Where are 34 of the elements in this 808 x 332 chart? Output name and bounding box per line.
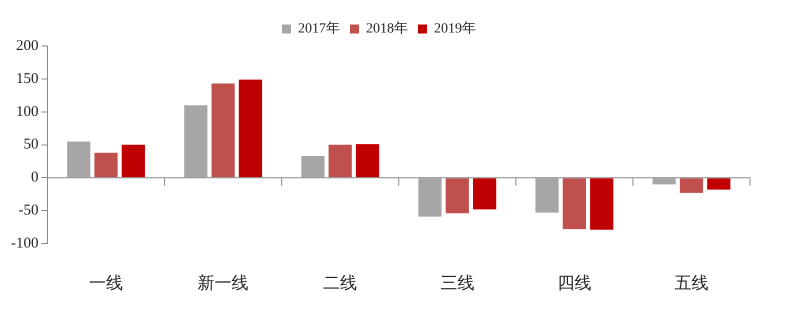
- y-tick-label: 0: [30, 170, 38, 186]
- bar: [473, 178, 496, 210]
- x-tick-label: 新一线: [198, 273, 249, 292]
- legend-label: 2017年: [298, 20, 340, 37]
- x-tick-label: 五线: [674, 273, 708, 292]
- bar: [94, 152, 118, 178]
- y-tick-label: 200: [16, 38, 38, 54]
- bar: [184, 105, 208, 178]
- x-tick-label: 三线: [440, 273, 474, 292]
- bar: [122, 144, 145, 178]
- bar: [707, 178, 730, 190]
- y-tick-label: -50: [18, 202, 38, 219]
- x-tick-label: 四线: [557, 273, 592, 292]
- x-tick-label: 一线: [89, 273, 124, 292]
- x-tick-label: 二线: [323, 273, 358, 292]
- legend-label: 2019年: [434, 20, 476, 37]
- legend-label: 2018年: [366, 20, 408, 37]
- bar: [212, 84, 235, 178]
- bar: [652, 178, 676, 184]
- bar: [238, 80, 262, 178]
- bar: [328, 144, 352, 178]
- bar: [301, 156, 324, 178]
- y-tick-label: 100: [16, 104, 38, 120]
- y-tick-label: 150: [16, 70, 38, 87]
- y-tick-label: -100: [10, 236, 38, 252]
- bar: [680, 178, 704, 193]
- bar: [418, 178, 442, 217]
- bar: [535, 178, 559, 213]
- bar: [67, 142, 90, 178]
- bar: [446, 178, 469, 214]
- y-tick-label: 50: [23, 136, 38, 153]
- bar: [356, 144, 380, 178]
- bar: [590, 178, 614, 230]
- bar: [562, 178, 586, 230]
